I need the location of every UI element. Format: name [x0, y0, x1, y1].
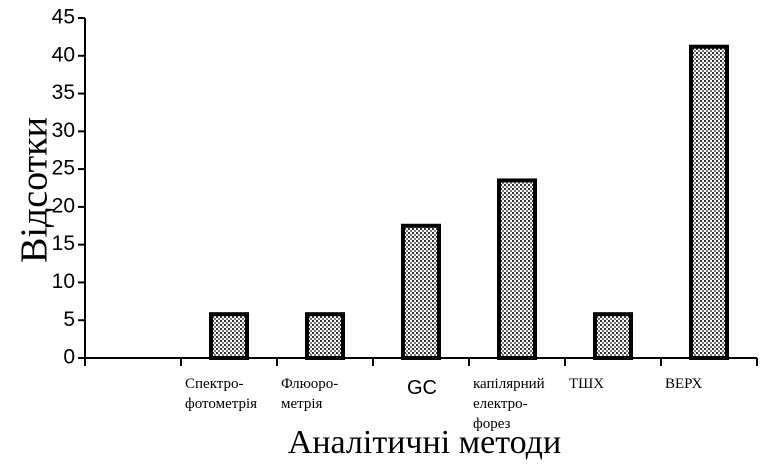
bar [401, 223, 441, 360]
bar [305, 312, 345, 360]
y-tick-label: 5 [63, 308, 75, 331]
y-tick-label: 25 [52, 157, 75, 180]
y-tick-label: 35 [52, 81, 75, 104]
x-tick-label: GC [407, 377, 437, 399]
x-tick-label: капілярний електро- форез [473, 376, 545, 432]
y-axis-label: Відсотки [14, 117, 56, 263]
y-tick-label: 20 [52, 194, 75, 217]
y-tick-label: 0 [63, 346, 75, 369]
y-tick-label: 15 [52, 232, 75, 255]
y-tick-label: 10 [52, 270, 75, 293]
y-tick-label: 40 [52, 43, 75, 66]
bar [209, 312, 249, 360]
y-tick-label: 45 [52, 6, 75, 29]
bar [593, 312, 633, 360]
x-tick-label: Флюоро- метрія [281, 376, 339, 412]
x-tick-label: ВЕРХ [665, 376, 703, 392]
bar [497, 178, 537, 360]
x-axis-label: Аналітичні методи [287, 424, 562, 461]
x-tick-label: Спектро- фотометрія [185, 376, 258, 412]
y-tick-label: 30 [52, 119, 75, 142]
x-tick-label: ТШХ [569, 376, 605, 392]
bar [689, 44, 729, 360]
